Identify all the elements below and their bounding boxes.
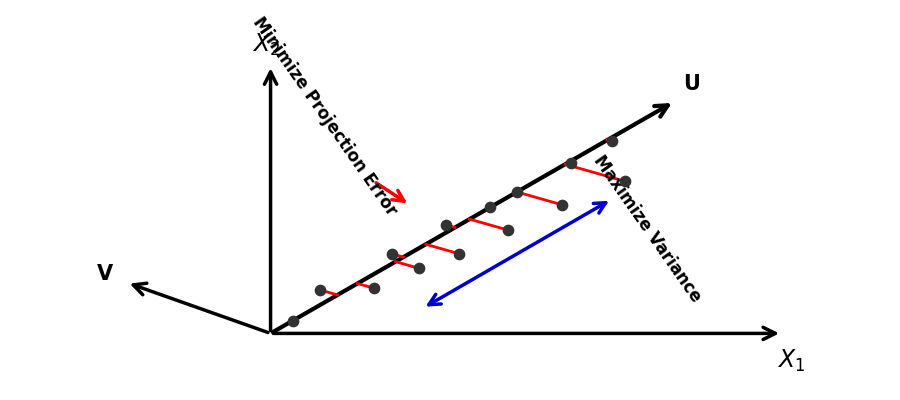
Point [555,202,570,208]
Point [617,178,632,184]
Point [411,265,426,272]
Text: V: V [96,264,112,284]
Text: $X_2$: $X_2$ [252,32,280,58]
Text: Minimize Projection Error: Minimize Projection Error [248,13,400,219]
Point [452,250,466,257]
Point [312,287,327,293]
Point [366,285,381,291]
Point [604,138,618,145]
Point [286,318,301,324]
Point [510,189,525,195]
Text: $X_1$: $X_1$ [777,348,805,374]
Text: U: U [683,74,700,94]
Point [483,204,498,210]
Point [384,250,399,257]
Point [501,227,516,233]
Text: Maximize Variance: Maximize Variance [590,152,705,305]
Point [438,222,453,228]
Point [564,160,579,166]
